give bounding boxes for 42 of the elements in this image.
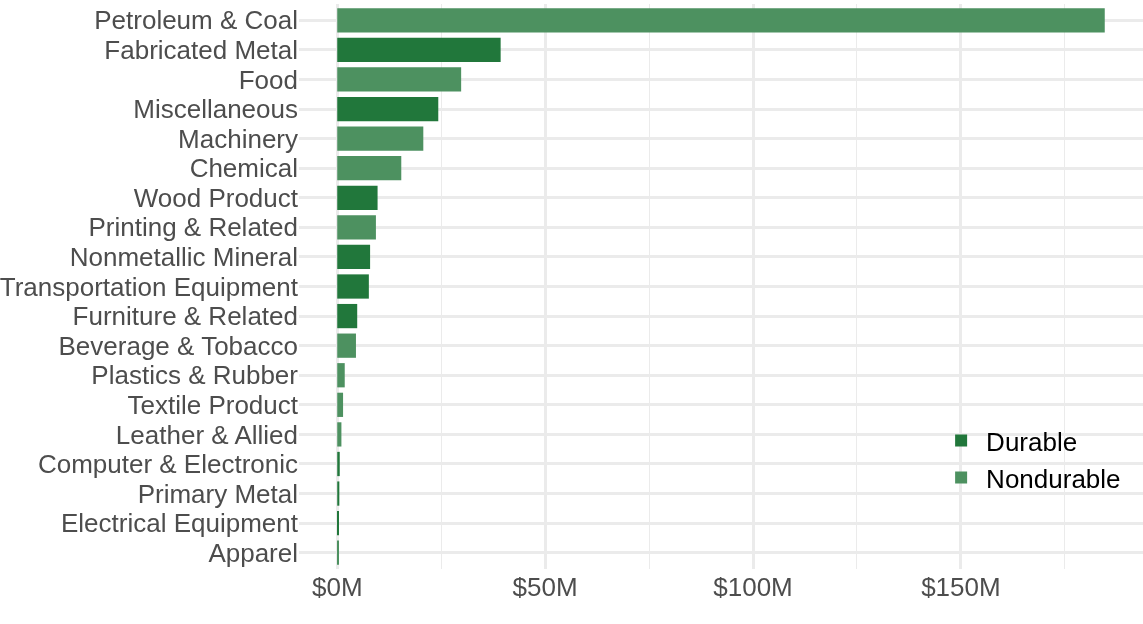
x-tick-label: $0M [311,572,363,602]
bar [337,185,378,210]
bar [337,451,340,477]
y-tick-label: Food [238,64,298,95]
y-tick-label: Chemical [189,153,298,184]
bar [337,156,402,181]
legend-label: Nondurable [986,463,1121,494]
bar [337,422,342,447]
bar [337,392,344,417]
y-tick-label: Furniture & Related [72,301,298,332]
bar [337,67,462,92]
y-tick-label: Wood Product [133,182,299,213]
bar [337,37,501,62]
y-tick-label: Textile Product [127,389,299,420]
y-tick-label: Transportation Equipment [0,271,299,302]
y-tick-label: Printing & Related [88,212,298,243]
y-tick-label: Beverage & Tobacco [58,330,298,361]
x-tick-label: $100M [713,572,793,602]
legend-label: Durable [986,426,1078,457]
y-tick-label: Machinery [178,123,298,154]
y-tick-label: Plastics & Rubber [91,360,299,391]
bar [337,481,340,506]
bar [337,215,376,240]
bar [337,363,345,388]
bar [337,8,1105,33]
y-tick-label: Apparel [208,537,298,568]
y-tick-label: Leather & Allied [115,419,298,450]
x-tick-label: $50M [512,572,578,602]
y-tick-label: Primary Metal [137,478,298,509]
y-tick-label: Nonmetallic Mineral [69,242,298,273]
bar [337,274,369,299]
bar [337,303,358,329]
x-tick-label: $150M [921,572,1001,602]
y-tick-label: Miscellaneous [133,94,298,125]
bar [337,333,356,358]
bar [337,96,439,122]
y-tick-label: Petroleum & Coal [94,5,298,36]
bar [337,244,371,270]
bar [337,126,424,151]
y-tick-label: Computer & Electronic [37,449,298,480]
y-tick-label: Electrical Equipment [61,508,299,539]
y-tick-label: Fabricated Metal [104,34,298,65]
